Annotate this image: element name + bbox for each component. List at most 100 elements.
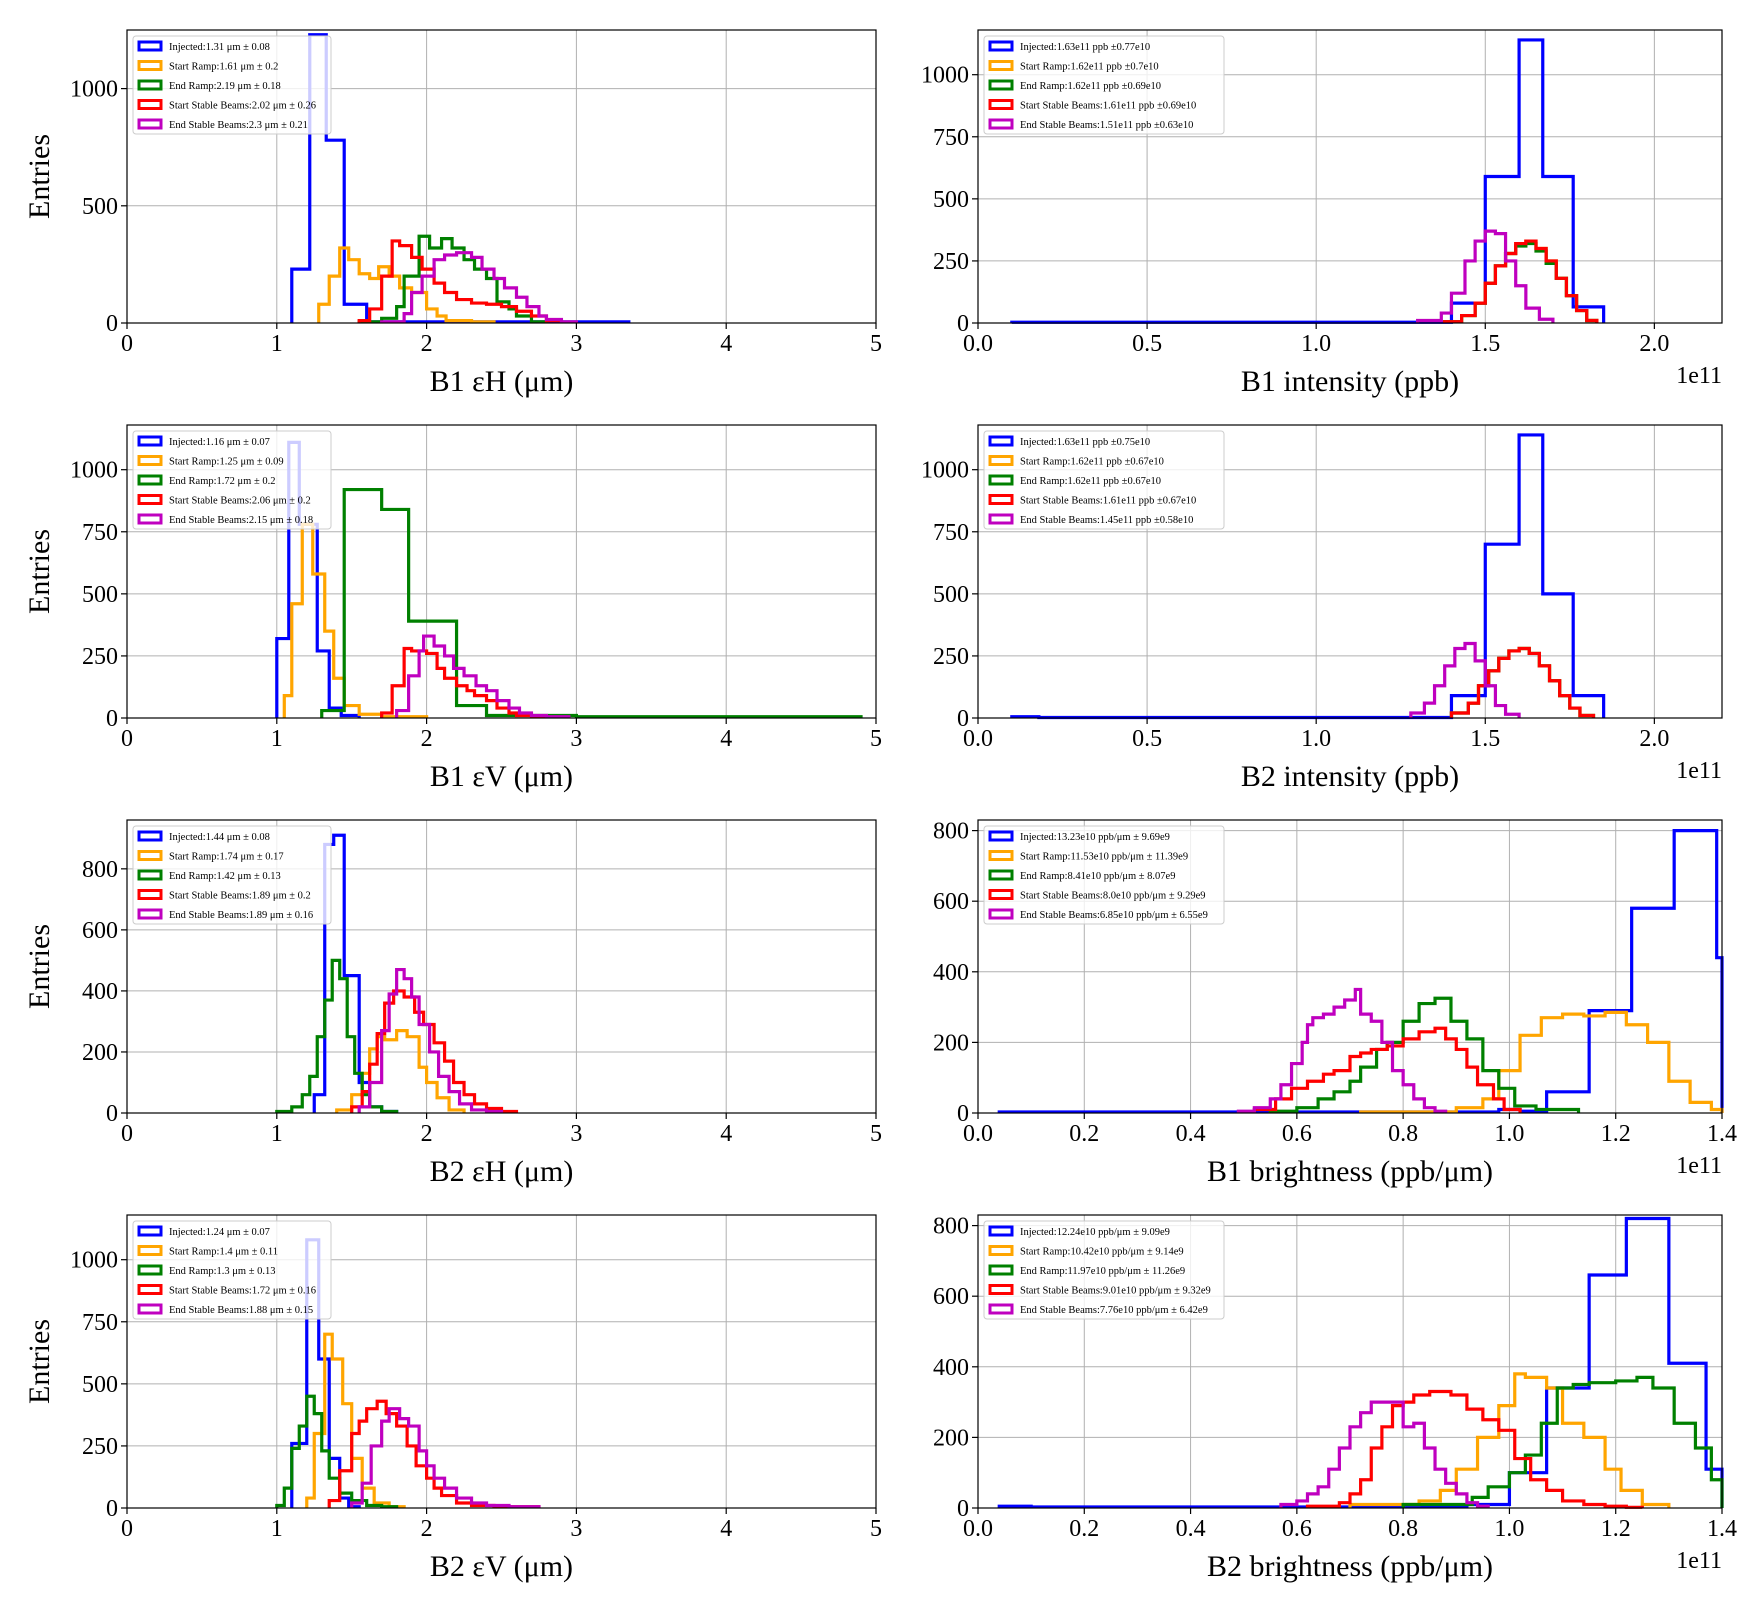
legend-box xyxy=(983,1220,1225,1320)
legend-box xyxy=(983,825,1225,925)
legend-swatch-start-ramp xyxy=(988,60,1014,71)
y-tick-label: 0 xyxy=(957,311,969,337)
legend-entry: Start Ramp:1.4 μm ± 0.11 xyxy=(169,1247,278,1258)
x-tick-label: 4 xyxy=(720,1516,732,1542)
panel-b1-intensity: 0.0 0.5 1.0 1.5 2.0 0 250 500 750 1000 B1 intensit… xyxy=(921,29,1723,398)
legend-entry: End Stable Beams:6.85e10 ppb/μm ± 6.55e9 xyxy=(1020,910,1208,921)
y-tick-label: 400 xyxy=(933,960,969,986)
y-tick-label: 600 xyxy=(933,889,969,915)
legend-swatch-start-ramp xyxy=(988,455,1014,466)
legend-swatch-start-ramp xyxy=(988,850,1014,861)
panel-b2-ev: 0 1 2 3 4 5 0 250 500 750 1000 B2 εV (μm) Entries Inj… xyxy=(23,1214,882,1583)
legend-swatch-end-ramp xyxy=(137,869,163,881)
histogram-end-stable-beams xyxy=(1409,641,1521,718)
x-tick-label: 4 xyxy=(720,331,732,357)
histogram-start-stable-beams xyxy=(350,989,519,1114)
legend-swatch-start-stable-beams xyxy=(137,889,163,900)
histogram-injected xyxy=(997,828,1724,1114)
histogram-start-stable-beams xyxy=(1443,239,1599,324)
legend-swatch-end-ramp xyxy=(988,1264,1014,1276)
legend-entry: Injected:1.63e11 ppb ±0.77e10 xyxy=(1020,42,1150,53)
legend-entry: Start Ramp:1.25 μm ± 0.09 xyxy=(169,457,284,468)
x-tick-label: 1.4 xyxy=(1707,1121,1737,1147)
histogram-end-stable-beams xyxy=(1416,229,1555,323)
x-tick-label: 1 xyxy=(271,726,283,752)
y-tick-label: 500 xyxy=(933,582,969,608)
histogram-injected xyxy=(290,33,631,324)
y-tick-label: 500 xyxy=(82,582,118,608)
legend-entry: Start Stable Beams:1.89 μm ± 0.2 xyxy=(169,891,311,902)
legend-entry: Injected:12.24e10 ppb/μm ± 9.09e9 xyxy=(1020,1227,1170,1238)
x-tick-label: 0.6 xyxy=(1282,1516,1312,1542)
legend: Injected:12.24e10 ppb/μm ± 9.09e9 Start R… xyxy=(983,1220,1225,1320)
legend-swatch-end-ramp xyxy=(988,869,1014,881)
panel-b2-intensity: 0.0 0.5 1.0 1.5 2.0 0 250 500 750 1000 B2 intensit… xyxy=(921,424,1723,793)
histogram-start-ramp xyxy=(282,522,429,719)
x-tick-label: 0.0 xyxy=(963,331,993,357)
x-tick-label: 0 xyxy=(121,1516,133,1542)
x-tick-label: 0 xyxy=(121,331,133,357)
x-tick-label: 1.5 xyxy=(1470,726,1500,752)
histogram-end-ramp xyxy=(1401,1375,1724,1508)
x-axis-label: B2 εH (μm) xyxy=(430,1155,574,1188)
x-offset-label: 1e11 xyxy=(1676,1548,1722,1574)
x-tick-label: 2.0 xyxy=(1639,331,1669,357)
y-tick-label: 750 xyxy=(933,125,969,151)
x-offset-label: 1e11 xyxy=(1676,758,1722,784)
y-tick-label: 0 xyxy=(106,311,118,337)
legend-swatch-injected xyxy=(988,435,1014,447)
x-axis-label: B1 εH (μm) xyxy=(430,365,574,398)
y-tick-label: 250 xyxy=(82,644,118,670)
legend-swatch-start-stable-beams xyxy=(988,494,1014,505)
legend-entry: Start Ramp:10.42e10 ppb/μm ± 9.14e9 xyxy=(1020,1247,1184,1258)
histogram-injected xyxy=(275,440,361,718)
legend-swatch-start-stable-beams xyxy=(988,99,1014,110)
x-axis-label: B2 εV (μm) xyxy=(430,1550,573,1583)
x-offset-label: 1e11 xyxy=(1676,1153,1722,1179)
y-tick-label: 500 xyxy=(82,194,118,220)
y-tick-label: 1000 xyxy=(921,458,969,484)
y-tick-label: 400 xyxy=(82,979,118,1005)
legend-swatch-end-ramp xyxy=(988,79,1014,91)
legend-swatch-end-stable-beams xyxy=(988,513,1014,525)
legend-entry: End Ramp:1.62e11 ppb ±0.69e10 xyxy=(1020,81,1161,92)
legend-entry: End Ramp:1.3 μm ± 0.13 xyxy=(169,1266,275,1277)
x-tick-label: 0.8 xyxy=(1388,1121,1418,1147)
histogram-end-stable-beams xyxy=(1279,1400,1490,1508)
y-tick-label: 500 xyxy=(933,187,969,213)
histogram-start-ramp xyxy=(317,246,496,324)
panel-b2-brightness: 0.0 0.2 0.4 0.6 0.8 1.0 1.2 1.4 0 200 400 600 800 B2 … xyxy=(933,1214,1737,1583)
y-tick-label: 600 xyxy=(933,1284,969,1310)
histogram-end-stable-beams xyxy=(380,251,578,324)
legend-swatch-start-ramp xyxy=(137,60,163,71)
legend-entry: End Ramp:2.19 μm ± 0.18 xyxy=(169,81,281,92)
legend-swatch-injected xyxy=(988,1225,1014,1237)
legend: Injected:1.24 μm ± 0.07 Start Ramp:1.4 μm… xyxy=(132,1220,332,1320)
axes-frame xyxy=(977,1214,1723,1509)
x-tick-label: 0.0 xyxy=(963,726,993,752)
y-tick-label: 250 xyxy=(933,644,969,670)
y-tick-label: 250 xyxy=(933,249,969,275)
legend-entry: Start Stable Beams:1.61e11 ppb ±0.67e10 xyxy=(1020,496,1196,507)
y-tick-label: 750 xyxy=(82,520,118,546)
y-tick-label: 0 xyxy=(106,1101,118,1127)
y-tick-label: 800 xyxy=(82,857,118,883)
x-axis-label: B2 brightness (ppb/μm) xyxy=(1207,1550,1493,1583)
legend-entry: End Ramp:1.62e11 ppb ±0.67e10 xyxy=(1020,476,1161,487)
legend-swatch-start-ramp xyxy=(137,1245,163,1256)
y-axis-label: Entries xyxy=(23,924,56,1009)
legend-swatch-end-ramp xyxy=(137,79,163,91)
x-tick-label: 3 xyxy=(570,1516,582,1542)
x-tick-label: 0.2 xyxy=(1069,1121,1099,1147)
legend-entry: Injected:1.24 μm ± 0.07 xyxy=(169,1227,270,1238)
legend-entry: End Ramp:8.41e10 ppb/μm ± 8.07e9 xyxy=(1020,871,1175,882)
histogram-injected xyxy=(290,1238,361,1509)
legend-swatch-end-stable-beams xyxy=(137,513,163,525)
legend-box xyxy=(132,430,332,530)
x-tick-label: 5 xyxy=(870,331,882,357)
y-tick-label: 1000 xyxy=(70,458,118,484)
axes-frame xyxy=(977,424,1723,719)
x-tick-label: 2 xyxy=(421,1516,433,1542)
legend-entry: Injected:1.63e11 ppb ±0.75e10 xyxy=(1020,437,1150,448)
